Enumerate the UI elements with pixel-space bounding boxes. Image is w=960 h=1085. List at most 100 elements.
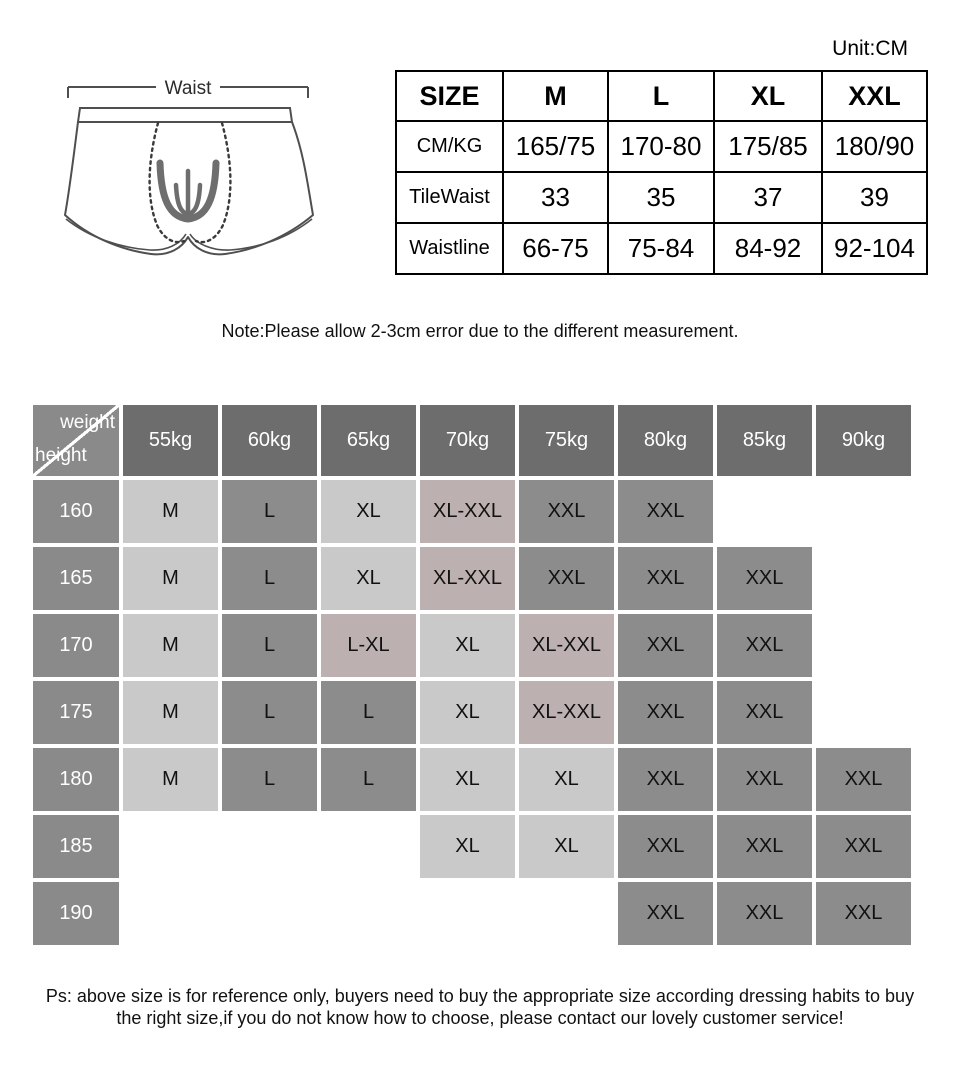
pouch-contour — [156, 159, 220, 223]
matrix-cell: L — [222, 614, 317, 677]
matrix-height-label: 165 — [33, 547, 119, 610]
matrix-cell: L — [222, 547, 317, 610]
waist-bracket — [67, 86, 309, 98]
matrix-cell — [816, 547, 911, 610]
matrix-cell — [321, 815, 416, 878]
matrix-header-row: weight height 55kg 60kg 65kg 70kg 75kg 80kg 85… — [33, 405, 911, 476]
size-table-cell: 180/90 — [821, 120, 928, 173]
matrix-cell: XXL — [816, 882, 911, 945]
size-table-corner-header: SIZE — [395, 70, 504, 122]
matrix-cell: M — [123, 547, 218, 610]
matrix-cell: XL-XXL — [420, 480, 515, 543]
size-table-size-header: XXL — [821, 70, 928, 122]
matrix-body: 160 M L XL XL-XXL XXL XXL 165 M L XL XL-XXL XXL XXL XX… — [33, 480, 911, 945]
matrix-cell: XXL — [717, 614, 812, 677]
matrix-cell — [123, 815, 218, 878]
matrix-cell — [816, 614, 911, 677]
matrix-height-label: 170 — [33, 614, 119, 677]
matrix-row: 175 M L L XL XL-XXL XXL XXL — [33, 681, 911, 744]
size-table-row: TileWaist 33 35 37 39 — [395, 171, 928, 224]
matrix-cell: M — [123, 480, 218, 543]
matrix-cell: M — [123, 748, 218, 811]
matrix-height-label: 175 — [33, 681, 119, 744]
matrix-cell — [816, 681, 911, 744]
matrix-height-label: 190 — [33, 882, 119, 945]
size-table-row-label: CM/KG — [395, 120, 504, 173]
ps-text: Ps: above size is for reference only, bu… — [0, 985, 960, 1029]
matrix-cell: XXL — [816, 815, 911, 878]
matrix-weight-header: 90kg — [816, 405, 911, 476]
matrix-cell: XL — [519, 815, 614, 878]
size-table-row: Waistline 66-75 75-84 84-92 92-104 — [395, 222, 928, 275]
matrix-cell: XXL — [519, 547, 614, 610]
matrix-cell: XL — [519, 748, 614, 811]
matrix-cell — [321, 882, 416, 945]
matrix-weight-header: 60kg — [222, 405, 317, 476]
size-table-body: CM/KG 165/75 170-80 175/85 180/90 TileWaist 33… — [395, 120, 928, 275]
matrix-weight-header: 80kg — [618, 405, 713, 476]
corner-height-label: height — [35, 445, 87, 466]
matrix-cell: XXL — [717, 681, 812, 744]
size-table-cell: 170-80 — [607, 120, 715, 173]
waistband-outline — [76, 107, 294, 123]
size-table-cell: 92-104 — [821, 222, 928, 275]
matrix-row: 165 M L XL XL-XXL XXL XXL XXL — [33, 547, 911, 610]
matrix-cell: XXL — [618, 681, 713, 744]
size-table-size-header: M — [502, 70, 609, 122]
ps-line-2: the right size,if you do not know how to… — [116, 1008, 844, 1028]
size-table-cell: 39 — [821, 171, 928, 224]
matrix-cell: XL — [420, 681, 515, 744]
matrix-row: 170 M L L-XL XL XL-XXL XXL XXL — [33, 614, 911, 677]
matrix-weight-header: 70kg — [420, 405, 515, 476]
size-table-row-label: Waistline — [395, 222, 504, 275]
matrix-cell — [816, 480, 911, 543]
size-table-row: CM/KG 165/75 170-80 175/85 180/90 — [395, 120, 928, 173]
matrix-cell: XXL — [717, 547, 812, 610]
matrix-cell: XL-XXL — [420, 547, 515, 610]
matrix-cell: L — [222, 748, 317, 811]
matrix-cell: XL — [321, 480, 416, 543]
matrix-cell: XXL — [618, 614, 713, 677]
size-table-header-row: SIZE M L XL XXL — [395, 70, 928, 122]
matrix-row: 180 M L L XL XL XXL XXL XXL — [33, 748, 911, 811]
matrix-cell: M — [123, 681, 218, 744]
matrix-cell: XXL — [717, 882, 812, 945]
size-table-cell: 175/85 — [713, 120, 823, 173]
matrix-row: 160 M L XL XL-XXL XXL XXL — [33, 480, 911, 543]
matrix-cell: XXL — [618, 547, 713, 610]
matrix-cell: L-XL — [321, 614, 416, 677]
matrix-cell: XL — [420, 614, 515, 677]
height-weight-matrix: weight height 55kg 60kg 65kg 70kg 75kg 80kg 85… — [29, 401, 915, 949]
matrix-cell — [519, 882, 614, 945]
matrix-cell: XXL — [618, 748, 713, 811]
size-table-cell: 84-92 — [713, 222, 823, 275]
matrix-cell: XXL — [618, 480, 713, 543]
size-table-cell: 66-75 — [502, 222, 609, 275]
matrix-cell — [717, 480, 812, 543]
waist-label: Waist — [165, 78, 213, 99]
size-table-cell: 75-84 — [607, 222, 715, 275]
matrix-weight-header: 55kg — [123, 405, 218, 476]
matrix-cell: XXL — [717, 748, 812, 811]
pouch-stitch-lines — [148, 121, 232, 244]
size-table-cell: 165/75 — [502, 120, 609, 173]
matrix-cell: L — [222, 480, 317, 543]
size-table-cell: 33 — [502, 171, 609, 224]
matrix-height-label: 180 — [33, 748, 119, 811]
unit-label: Unit:CM — [832, 37, 908, 60]
matrix-cell: XXL — [618, 815, 713, 878]
matrix-cell — [420, 882, 515, 945]
matrix-cell — [123, 882, 218, 945]
size-table-row-label: TileWaist — [395, 171, 504, 224]
boxer-illustration: Waist — [64, 78, 314, 256]
matrix-cell: M — [123, 614, 218, 677]
matrix-cell: XXL — [519, 480, 614, 543]
matrix-weight-header: 85kg — [717, 405, 812, 476]
matrix-cell: L — [222, 681, 317, 744]
size-table-size-header: XL — [713, 70, 823, 122]
matrix-cell: L — [321, 681, 416, 744]
matrix-height-label: 160 — [33, 480, 119, 543]
matrix-row: 190 XXL XXL XXL — [33, 882, 911, 945]
matrix-cell — [222, 815, 317, 878]
matrix-cell — [222, 882, 317, 945]
